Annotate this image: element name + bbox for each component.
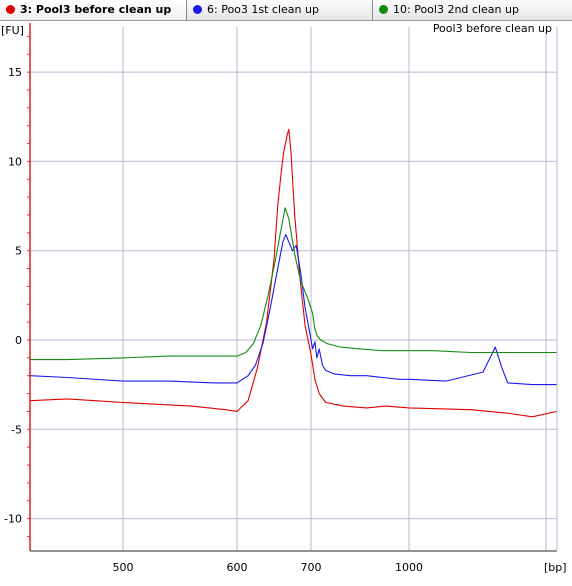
red-dot-icon xyxy=(6,5,15,14)
tab-sample-6-label: 6: Poo3 1st clean up xyxy=(207,3,319,16)
y-tick-label: 10 xyxy=(8,155,22,168)
tab-sample-10-label: 10: Pool3 2nd clean up xyxy=(393,3,519,16)
tab-sample-3[interactable]: 3: Pool3 before clean up xyxy=(0,0,187,20)
series-layer xyxy=(29,128,558,418)
green-dot-icon xyxy=(379,5,388,14)
series-line-1 xyxy=(29,234,557,386)
series-line-0 xyxy=(29,128,558,418)
grid xyxy=(30,27,557,551)
y-tick-label: 0 xyxy=(15,334,22,347)
blue-dot-icon xyxy=(193,5,202,14)
y-tick-label: -10 xyxy=(4,513,22,526)
tick-labels: -10 -5 0 5 10 15 500 600 700 1000 xyxy=(4,66,423,574)
axes xyxy=(29,23,558,552)
tab-sample-6[interactable]: 6: Poo3 1st clean up xyxy=(187,0,373,20)
tab-sample-10[interactable]: 10: Pool3 2nd clean up xyxy=(373,0,572,20)
tab-sample-3-label: 3: Pool3 before clean up xyxy=(20,3,172,16)
y-axis-label: [FU] xyxy=(1,24,24,37)
x-tick-label: 700 xyxy=(301,561,322,574)
x-tick-label: 600 xyxy=(227,561,248,574)
series-line-2 xyxy=(30,207,557,361)
x-axis-label: [bp] xyxy=(544,561,567,574)
y-tick-label: 15 xyxy=(8,66,22,79)
electropherogram-chart: -10 -5 0 5 10 15 500 600 700 1000 [FU] [bp] Pool3… xyxy=(1,22,567,574)
x-tick-label: 1000 xyxy=(395,561,423,574)
x-tick-label: 500 xyxy=(113,561,134,574)
y-tick-label: -5 xyxy=(11,423,22,436)
sample-tab-bar: 3: Pool3 before clean up 6: Poo3 1st cle… xyxy=(0,0,572,21)
chart-title: Pool3 before clean up xyxy=(433,22,552,35)
y-tick-label: 5 xyxy=(15,245,22,258)
